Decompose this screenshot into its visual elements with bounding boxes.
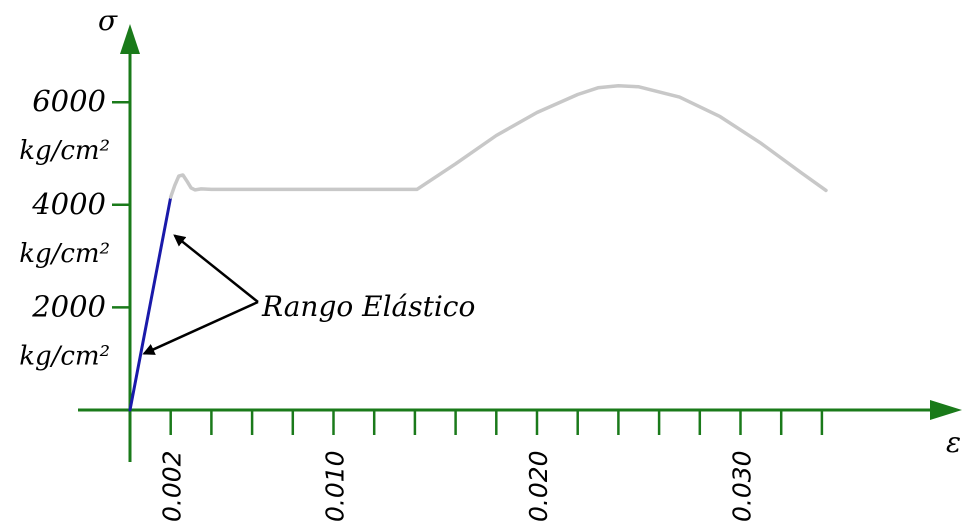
plastic-curve [168,84,828,199]
y-tick-unit: kg/cm² [19,341,110,371]
y-axis-title: σ [98,4,118,37]
annotation-arrow [173,234,259,303]
y-tick-unit: kg/cm² [19,136,110,166]
y-tick-label: 6000 [32,84,106,118]
x-tick-label: 0.030 [728,450,757,522]
x-tick-label: 0.010 [321,450,350,522]
x-tick-label: 0.002 [158,450,187,522]
labels: σ ε 0.002 0.010 0.020 0.030 2000 kg/cm² 4000 kg/c… [19,4,961,522]
annotation-label: Rango Elástico [261,290,475,323]
annotations: Rango Elástico [142,234,475,355]
y-tick-unit: kg/cm² [19,239,110,269]
ticks [112,100,824,435]
x-axis-title: ε [946,426,961,459]
x-axis-arrow-icon [930,400,962,420]
y-tick-label: 2000 [31,289,106,323]
x-tick-label: 0.020 [524,450,553,522]
y-axis-arrow-icon [120,24,140,54]
y-tick-label: 4000 [31,187,106,221]
annotation-arrow [142,300,259,355]
axes [78,24,962,462]
elastic-curve [128,195,173,412]
curves [128,84,828,412]
